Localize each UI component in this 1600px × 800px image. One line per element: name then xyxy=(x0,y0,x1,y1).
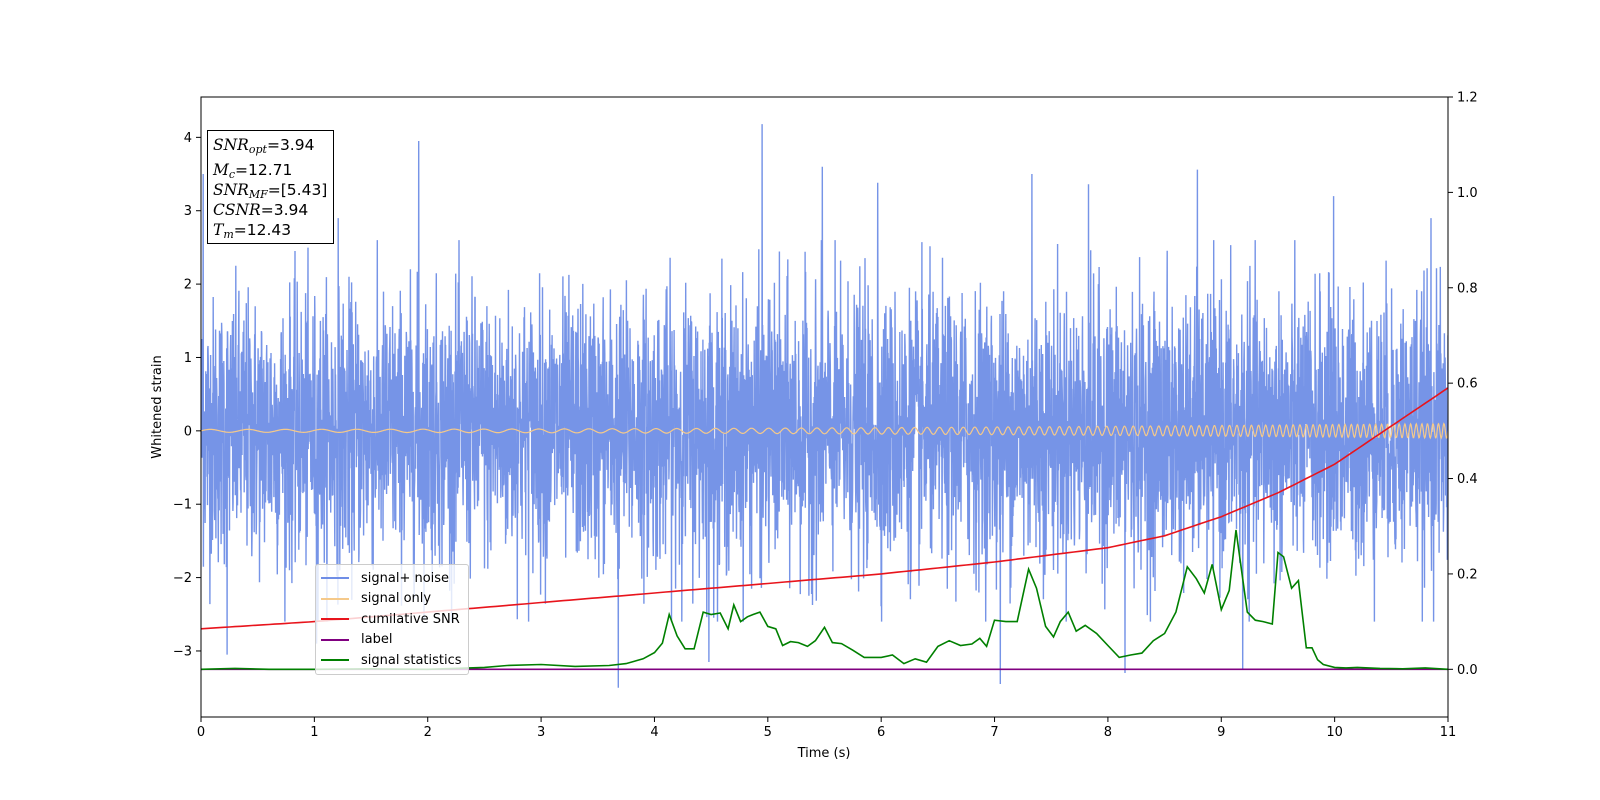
snr-opt-subscript: opt xyxy=(248,143,267,156)
x-tick-label: 6 xyxy=(877,725,885,740)
legend-swatch xyxy=(321,618,349,621)
x-tick-label: 8 xyxy=(1104,725,1112,740)
mc-value: =12.71 xyxy=(235,161,293,179)
tm-line: Tm=12.43 xyxy=(213,220,327,240)
legend-item-cumulative-snr: cumilative SNR xyxy=(321,609,462,630)
y-right-tick-label: 1.2 xyxy=(1457,91,1478,106)
snr-mf-symbol: SNR xyxy=(213,181,249,199)
legend-item-signal-statistics: signal statistics xyxy=(321,650,462,671)
y-right-tick-label: 0.6 xyxy=(1457,377,1478,392)
legend-swatch xyxy=(321,577,349,580)
y-left-tick-label: 2 xyxy=(184,278,192,293)
snr-mf-subscript: MF xyxy=(248,188,268,201)
x-tick-label: 5 xyxy=(764,725,772,740)
legend-label: signal+ noise xyxy=(361,570,450,586)
series-signal-statistics-line xyxy=(201,529,1448,671)
y-left-tick-label: 0 xyxy=(184,424,192,439)
legend-label: signal statistics xyxy=(361,652,462,668)
axes-ticks: 0 1 2 3 4 5 6 7 8 9 10 11 −3 −2 −1 0 1 2 3 4 0.0 0.2 0.4 0.6 0.8… xyxy=(173,91,1478,741)
mc-line: Mc=12.71 xyxy=(213,160,327,180)
legend-swatch xyxy=(321,597,349,600)
x-tick-label: 11 xyxy=(1440,725,1457,740)
legend: signal+ noise signal only cumilative SNR… xyxy=(315,564,469,675)
x-tick-label: 7 xyxy=(990,725,998,740)
tm-subscript: m xyxy=(223,228,234,241)
y-left-tick-label: 3 xyxy=(184,204,192,219)
mc-subscript: c xyxy=(228,168,236,181)
mc-symbol: M xyxy=(213,161,229,179)
x-tick-label: 1 xyxy=(310,725,318,740)
y-right-tick-label: 0.2 xyxy=(1457,567,1478,582)
legend-label: cumilative SNR xyxy=(361,611,460,627)
legend-label: signal only xyxy=(361,591,432,607)
y-left-tick-label: 4 xyxy=(184,131,192,146)
y-right-tick-label: 1.0 xyxy=(1457,186,1478,201)
y-left-tick-label: 1 xyxy=(184,351,192,366)
x-tick-label: 10 xyxy=(1326,725,1343,740)
csnr-value: =3.94 xyxy=(260,201,309,219)
legend-label: label xyxy=(361,632,393,648)
y-right-tick-label: 0.4 xyxy=(1457,472,1478,487)
legend-item-signal-only: signal only xyxy=(321,589,462,610)
legend-swatch xyxy=(321,659,349,662)
legend-item-signal-noise: signal+ noise xyxy=(321,568,462,589)
y-right-tick-label: 0.8 xyxy=(1457,281,1478,296)
y-axis-label: Whitened strain xyxy=(150,355,165,458)
legend-item-label: label xyxy=(321,630,462,651)
y-right-tick-label: 0.0 xyxy=(1457,663,1478,678)
plot-frame xyxy=(200,96,1449,718)
snr-opt-symbol: SNR xyxy=(213,136,249,154)
legend-swatch xyxy=(321,638,349,641)
snr-opt-line: SNRopt=3.94 xyxy=(213,135,327,155)
tm-symbol: T xyxy=(213,221,224,239)
series-signal-noise-line xyxy=(201,124,1448,688)
csnr-symbol: CSNR xyxy=(213,201,261,219)
x-tick-label: 2 xyxy=(424,725,432,740)
x-tick-label: 4 xyxy=(650,725,658,740)
snr-mf-value: =[5.43] xyxy=(267,181,328,199)
tm-value: =12.43 xyxy=(233,221,292,239)
series-signal-only-line xyxy=(201,422,1448,440)
y-left-tick-label: −3 xyxy=(173,644,192,659)
x-tick-label: 9 xyxy=(1217,725,1225,740)
x-tick-label: 0 xyxy=(197,725,205,740)
snr-opt-value: =3.94 xyxy=(266,136,315,154)
x-axis-label: Time (s) xyxy=(797,746,851,761)
y-left-tick-label: −1 xyxy=(173,498,192,513)
snr-mf-line: SNRMF=[5.43] xyxy=(213,180,327,200)
csnr-line: CSNR=3.94 xyxy=(213,200,327,220)
y-left-tick-label: −2 xyxy=(173,571,192,586)
x-tick-label: 3 xyxy=(537,725,545,740)
parameters-box: SNRopt=3.94 Mc=12.71 SNRMF=[5.43] CSNR=3… xyxy=(207,130,335,244)
